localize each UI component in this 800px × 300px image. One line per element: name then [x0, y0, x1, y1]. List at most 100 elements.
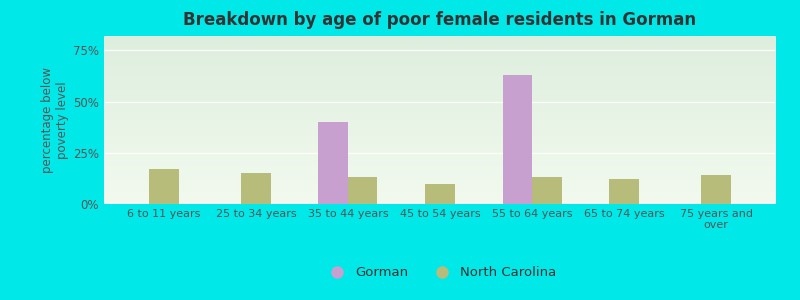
- Bar: [104, 56, 776, 57]
- Bar: [104, 49, 776, 50]
- Bar: [104, 94, 776, 95]
- Bar: [104, 125, 776, 126]
- Bar: [104, 51, 776, 52]
- Bar: [104, 65, 776, 66]
- Bar: [104, 173, 776, 174]
- Bar: [502, 75, 532, 204]
- Bar: [104, 121, 776, 122]
- Bar: [104, 93, 776, 94]
- Bar: [104, 145, 776, 146]
- Bar: [104, 169, 776, 170]
- Bar: [104, 116, 776, 117]
- Bar: [149, 169, 178, 204]
- Bar: [104, 110, 776, 111]
- Bar: [104, 61, 776, 62]
- Bar: [104, 155, 776, 156]
- Bar: [104, 188, 776, 189]
- Bar: [104, 201, 776, 202]
- Bar: [104, 59, 776, 60]
- Bar: [104, 160, 776, 161]
- Bar: [104, 203, 776, 204]
- Bar: [104, 138, 776, 139]
- Bar: [104, 202, 776, 203]
- Bar: [104, 100, 776, 101]
- Bar: [104, 164, 776, 165]
- Bar: [104, 37, 776, 38]
- Bar: [104, 42, 776, 43]
- Bar: [104, 90, 776, 91]
- Bar: [104, 108, 776, 109]
- Bar: [104, 73, 776, 74]
- Bar: [104, 183, 776, 184]
- Bar: [104, 152, 776, 153]
- Bar: [104, 103, 776, 104]
- Bar: [532, 177, 562, 204]
- Bar: [104, 92, 776, 93]
- Bar: [104, 63, 776, 64]
- Bar: [104, 161, 776, 162]
- Bar: [104, 149, 776, 150]
- Bar: [104, 128, 776, 129]
- Bar: [104, 177, 776, 178]
- Bar: [348, 177, 378, 204]
- Bar: [104, 81, 776, 82]
- Bar: [104, 115, 776, 116]
- Bar: [104, 99, 776, 100]
- Bar: [104, 150, 776, 151]
- Bar: [104, 196, 776, 197]
- Bar: [104, 55, 776, 56]
- Bar: [104, 195, 776, 196]
- Bar: [104, 72, 776, 73]
- Bar: [104, 168, 776, 169]
- Bar: [104, 41, 776, 42]
- Bar: [104, 86, 776, 87]
- Bar: [104, 53, 776, 54]
- Bar: [104, 180, 776, 181]
- Bar: [104, 184, 776, 185]
- Bar: [104, 80, 776, 81]
- Bar: [104, 120, 776, 121]
- Bar: [104, 85, 776, 86]
- Bar: [104, 67, 776, 68]
- Bar: [104, 96, 776, 97]
- Bar: [104, 151, 776, 152]
- Title: Breakdown by age of poor female residents in Gorman: Breakdown by age of poor female resident…: [183, 11, 697, 29]
- Bar: [104, 58, 776, 59]
- Bar: [104, 199, 776, 200]
- Bar: [104, 165, 776, 166]
- Bar: [104, 157, 776, 158]
- Bar: [104, 54, 776, 55]
- Bar: [104, 78, 776, 79]
- Bar: [104, 117, 776, 118]
- Bar: [104, 89, 776, 90]
- Bar: [104, 190, 776, 191]
- Bar: [104, 101, 776, 102]
- Bar: [104, 159, 776, 160]
- Bar: [104, 39, 776, 40]
- Bar: [104, 68, 776, 69]
- Bar: [104, 106, 776, 107]
- Bar: [104, 105, 776, 106]
- Bar: [104, 70, 776, 71]
- Bar: [104, 140, 776, 141]
- Bar: [104, 185, 776, 186]
- Bar: [104, 97, 776, 98]
- Bar: [104, 47, 776, 48]
- Bar: [104, 167, 776, 168]
- Bar: [104, 95, 776, 96]
- Bar: [318, 122, 348, 204]
- Bar: [104, 148, 776, 149]
- Bar: [104, 83, 776, 84]
- Bar: [104, 114, 776, 115]
- Bar: [104, 122, 776, 123]
- Bar: [104, 87, 776, 88]
- Bar: [104, 111, 776, 112]
- Bar: [104, 132, 776, 133]
- Bar: [104, 170, 776, 171]
- Bar: [104, 144, 776, 145]
- Bar: [104, 45, 776, 46]
- Bar: [104, 186, 776, 187]
- Bar: [104, 176, 776, 177]
- Bar: [104, 46, 776, 47]
- Bar: [104, 98, 776, 99]
